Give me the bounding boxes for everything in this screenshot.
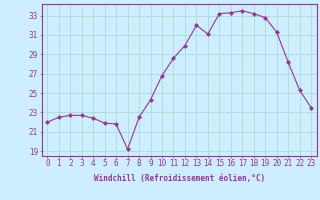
X-axis label: Windchill (Refroidissement éolien,°C): Windchill (Refroidissement éolien,°C) <box>94 174 265 183</box>
